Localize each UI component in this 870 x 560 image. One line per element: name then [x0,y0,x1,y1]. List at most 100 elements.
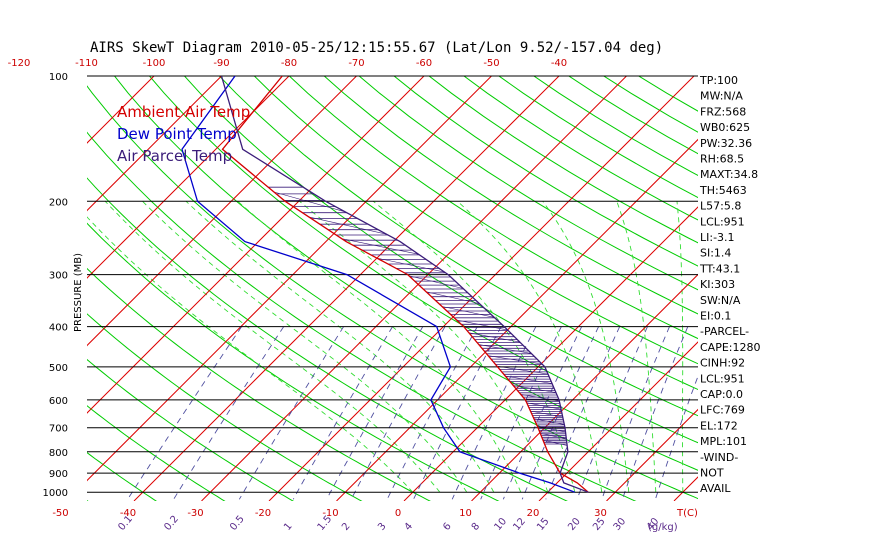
dry-adiabat-line [87,177,568,501]
sounding-indices: TP:100 MW:N/A FRZ:568 WB0:625 PW:32.36 RH:68.… [699,74,761,495]
top-temp-tick-label: -80 [281,58,297,69]
index-item: EI:0.1 [700,310,731,323]
moist-adiabat-line [185,200,495,493]
top-temp-tick-labels: -120 -110 -100 -90 -80 -70 -60 -50 -40 [8,58,568,69]
cape-diag-line [488,355,542,365]
mixing-ratio-line [621,326,689,500]
cape-diag-line [341,238,419,255]
parcel-line [220,76,589,493]
dewpoint-line [181,76,576,493]
pressure-tick-label: 100 [49,72,68,83]
legend-ambient: Ambient Air Temp [117,103,250,121]
index-item: TH:5463 [699,184,747,197]
moist-adiabat-line [237,200,522,493]
index-item: WB0:625 [700,121,750,134]
index-item: MPL:101 [700,435,747,448]
cape-diag-line [426,291,480,304]
pressure-tick-label: 900 [49,469,68,480]
top-temp-tick-label: -120 [8,58,31,69]
index-item: LFC:769 [700,404,745,417]
moist-adiabat-line [142,200,468,493]
cape-diag-line [442,306,495,318]
index-item: -PARCEL- [700,325,749,338]
bottom-temp-tick-labels: -50 -40 -30 -20 -10 0 10 20 30 T(C) [52,508,698,519]
legend-parcel: Air Parcel Temp [117,147,232,165]
isotherm-line [87,76,222,212]
bottom-temp-tick-label: -30 [187,508,203,519]
cape-diag-line [408,275,464,289]
cape-diag-line [526,402,562,410]
mixing-ratio-line [502,326,583,500]
index-item: RH:68.5 [700,153,744,166]
dry-adiabat-line [87,405,226,501]
y-axis-label: PRESSURE (MB) [73,253,84,332]
index-item: PW:32.36 [700,137,752,150]
moist-adiabat-line [104,200,441,493]
top-temp-tick-label: -100 [143,58,166,69]
bottom-temp-tick-label: 10 [459,508,472,519]
mixing-ratio-line [413,326,502,500]
isotherm-line [268,76,695,501]
bottom-temp-tick-label: 0 [395,508,401,519]
dry-adiabat-line [148,76,698,444]
cape-diag-line [505,375,553,384]
bottom-temp-tick-label: -20 [255,508,271,519]
isotherm-line [606,408,698,501]
index-item: EL:172 [700,419,738,432]
cape-diag-line [533,418,565,425]
cape-diag-line [468,332,520,343]
cape-diag-line [513,385,556,393]
bottom-temp-tick-label: 20 [527,508,540,519]
dry-adiabat-line [87,85,698,500]
mixing-ratio-line [238,326,344,500]
top-temp-tick-label: -50 [483,58,499,69]
dry-adiabat-line [358,76,698,291]
cape-diag-line [456,319,508,331]
chart-title: AIRS SkewT Diagram 2010-05-25/12:15:55.6… [90,40,663,56]
mixing-ratio-tick-label: 4 [403,521,416,533]
isotherm-line [87,76,425,414]
isotherm-line [538,341,698,501]
mixing-ratio-tick-label: 6 [441,521,454,533]
cape-shading [268,186,568,446]
index-item: CINH:92 [700,357,745,370]
index-item: SW:N/A [700,294,741,307]
dry-adiabat-line [323,76,698,315]
sounding-curves [181,76,589,493]
isotherm-line [336,138,698,501]
mixing-ratio-unit: (g/kg) [648,522,678,533]
dry-adiabat-line [393,76,698,267]
cape-diag-line [308,216,387,235]
cape-diag-line [496,365,548,375]
mixing-ratio-tick-label: 2 [340,521,353,533]
isotherm-line [87,76,492,482]
dry-adiabat-line [288,76,698,340]
index-item: TP:100 [699,74,738,87]
mixing-ratio-line [386,326,478,500]
index-item: LCL:951 [700,372,745,385]
dry-adiabat-line [87,452,157,501]
mixing-ratio-line [326,326,424,500]
top-temp-tick-label: -90 [213,58,229,69]
isotherm-line [403,206,698,501]
mixing-ratio-line [292,326,393,500]
bottom-temp-tick-label: -10 [322,508,338,519]
dry-adiabat-line [218,76,698,391]
mixing-ratio-line [601,326,670,500]
index-item: SI:1.4 [700,247,731,260]
mixing-ratio-line [350,326,446,500]
cape-diag-line [377,257,445,273]
bottom-temp-tick-label: -40 [120,508,136,519]
index-item: -WIND- [700,451,738,464]
mixing-ratio-line [521,326,600,500]
pressure-tick-label: 800 [49,448,68,459]
mixing-ratio-line [654,375,698,500]
cape-diag-line [478,344,532,354]
index-item: LI:-3.1 [700,231,735,244]
pressure-tick-label: 500 [49,363,68,374]
dry-adiabat-line [87,222,500,501]
index-item: CAP:0.0 [700,388,743,401]
index-item: NOT [700,467,724,480]
